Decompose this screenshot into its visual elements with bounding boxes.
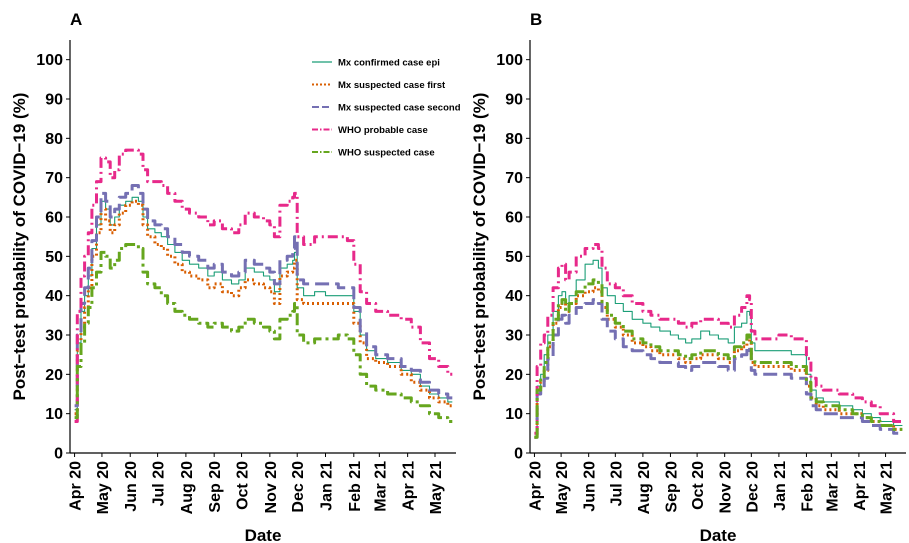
- panel-label: B: [530, 10, 542, 29]
- x-tick-label: Aug 20: [636, 461, 653, 514]
- x-tick-label: Oct 20: [235, 461, 252, 510]
- series-line-series-3: [534, 298, 903, 439]
- y-tick-label: 30: [505, 328, 523, 345]
- panel-label: A: [70, 10, 82, 29]
- y-tick-label: 100: [496, 52, 523, 69]
- y-tick-label: 40: [505, 288, 523, 305]
- y-tick-label: 20: [505, 367, 523, 384]
- x-tick-label: May 20: [95, 461, 112, 514]
- y-tick-label: 0: [514, 446, 523, 463]
- y-tick-label: 10: [45, 406, 63, 423]
- y-tick-label: 70: [45, 170, 63, 187]
- x-tick-label: Jan 21: [319, 461, 336, 511]
- y-tick-label: 70: [505, 170, 523, 187]
- y-tick-label: 10: [505, 406, 523, 423]
- legend-label: Mx suspected case first: [338, 80, 446, 91]
- x-axis-title: Date: [700, 526, 737, 543]
- series-line-mx-suspected-case-second: [74, 184, 453, 408]
- x-tick-label: Apr 21: [852, 461, 869, 511]
- x-tick-label: Dec 20: [744, 461, 761, 513]
- y-tick-label: 60: [505, 210, 523, 227]
- series-line-who-probable-case: [74, 148, 453, 423]
- x-tick-label: Jun 20: [123, 461, 140, 512]
- y-tick-label: 0: [54, 446, 63, 463]
- legend-label: Mx suspected case second: [338, 103, 461, 114]
- legend-label: Mx confirmed case epi: [338, 58, 440, 69]
- series-line-mx-confirmed-case-epi: [74, 196, 453, 411]
- series-line-series-1: [534, 259, 903, 438]
- legend: Mx confirmed case epi Mx suspected case f…: [312, 58, 461, 159]
- y-tick-label: 50: [45, 249, 63, 266]
- legend-label: WHO probable case: [338, 125, 428, 136]
- x-tick-label: May 21: [879, 461, 896, 514]
- x-tick-label: Sep 20: [663, 461, 680, 513]
- x-axis-title: Date: [245, 526, 282, 543]
- x-tick-label: Nov 20: [263, 461, 280, 514]
- series-line-series-5: [534, 278, 903, 439]
- series-line-mx-suspected-case-first: [74, 199, 453, 416]
- series-line-series-4: [534, 243, 903, 435]
- x-tick-label: Apr 20: [527, 461, 544, 511]
- x-tick-label: May 21: [428, 461, 445, 514]
- y-tick-label: 80: [505, 131, 523, 148]
- y-tick-label: 100: [36, 52, 63, 69]
- x-tick-label: Feb 21: [347, 461, 364, 512]
- legend-label: WHO suspected case: [338, 148, 435, 159]
- x-tick-label: Aug 20: [179, 461, 196, 514]
- y-tick-label: 30: [45, 328, 63, 345]
- series-line-series-2: [534, 286, 903, 439]
- y-tick-label: 90: [45, 92, 63, 109]
- y-axis-title: Post−test probability of COVID−19 (%): [10, 93, 29, 401]
- y-tick-label: 80: [45, 131, 63, 148]
- y-tick-label: 20: [45, 367, 63, 384]
- panel-a: A 0 10 20 30 40 50 60 70 80 90 100 Apr 20 May 20 Jun 2…: [10, 10, 461, 543]
- y-axis-title: Post−test probability of COVID−19 (%): [470, 93, 489, 401]
- x-tick-label: Nov 20: [718, 461, 735, 514]
- panel-b: B 0 10 20 30 40 50 60 70 80 90 100 Apr 20 May 20 Jun 2…: [470, 10, 906, 543]
- x-tick-label: Jun 20: [582, 461, 599, 512]
- x-tick-label: Mar 21: [824, 461, 841, 512]
- x-tick-label: Mar 21: [372, 461, 389, 512]
- x-tick-label: Jul 20: [608, 461, 625, 506]
- x-tick-label: May 20: [554, 461, 571, 514]
- x-tick-label: Sep 20: [207, 461, 224, 513]
- x-tick-label: Oct 20: [690, 461, 707, 510]
- x-tick-label: Dec 20: [290, 461, 307, 513]
- y-tick-label: 60: [45, 210, 63, 227]
- series-line-who-suspected-case: [74, 243, 453, 423]
- y-tick-label: 40: [45, 288, 63, 305]
- x-tick-label: Apr 20: [68, 461, 85, 511]
- x-tick-label: Jan 21: [772, 461, 789, 511]
- x-tick-label: Apr 21: [401, 461, 418, 511]
- y-tick-label: 90: [505, 92, 523, 109]
- x-tick-label: Jul 20: [151, 461, 168, 506]
- x-tick-label: Feb 21: [799, 461, 816, 512]
- y-tick-label: 50: [505, 249, 523, 266]
